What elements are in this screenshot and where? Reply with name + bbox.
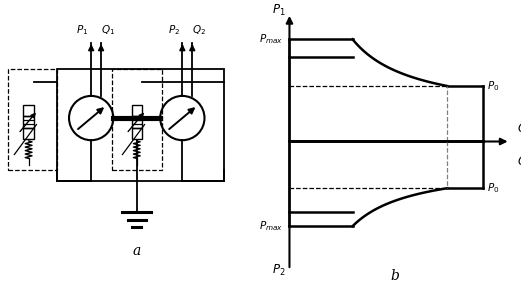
- Bar: [131, 128, 142, 139]
- Text: $P_0$: $P_0$: [487, 181, 500, 195]
- Text: $P_1$: $P_1$: [76, 23, 88, 37]
- Text: $Q_1$: $Q_1$: [101, 23, 115, 37]
- Text: $Q_2$: $Q_2$: [517, 155, 521, 170]
- Text: $P_1$: $P_1$: [271, 3, 286, 18]
- Text: b: b: [390, 269, 399, 283]
- Text: $Q_2$: $Q_2$: [192, 23, 206, 37]
- Bar: [131, 116, 142, 128]
- Bar: [8, 68, 57, 170]
- Text: $P_0$: $P_0$: [487, 79, 500, 93]
- Bar: [23, 128, 34, 139]
- Bar: [131, 105, 142, 116]
- Bar: [112, 68, 162, 170]
- Text: $Q_1$: $Q_1$: [517, 122, 521, 137]
- Text: $P_2$: $P_2$: [168, 23, 181, 37]
- Text: $P_{max}$: $P_{max}$: [259, 219, 283, 233]
- Bar: [57, 68, 224, 181]
- Text: a: a: [133, 244, 141, 258]
- Text: $P_2$: $P_2$: [272, 262, 286, 278]
- Text: $P_{max}$: $P_{max}$: [259, 33, 283, 46]
- Bar: [23, 105, 34, 116]
- Bar: [23, 116, 34, 128]
